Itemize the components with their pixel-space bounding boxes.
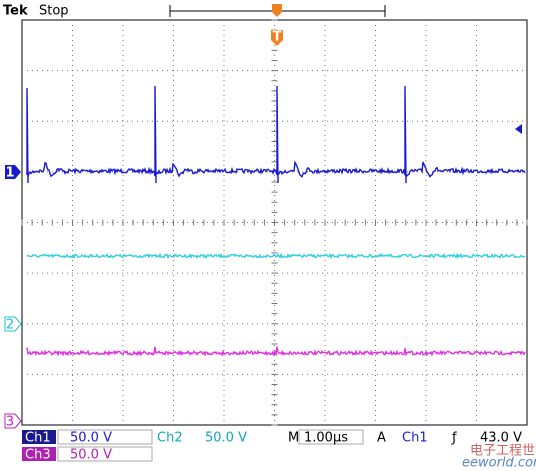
ch2-marker: 2 <box>4 316 22 333</box>
timebase-label: M <box>288 431 299 446</box>
ch3-scale: 50.0 V <box>70 448 112 463</box>
watermark-url: eeworld.com.cn <box>462 456 536 471</box>
record-bar <box>169 4 386 17</box>
trigger-slope: ƒ <box>451 431 457 446</box>
trigger-level: 43.0 V <box>480 431 522 446</box>
ch3-scale-box <box>57 446 153 462</box>
ch3-label: Ch3 <box>25 448 51 463</box>
ch1-marker: 1 <box>5 165 21 181</box>
trigger-marker-label: T <box>273 30 282 45</box>
ch2-label: Ch2 <box>157 431 183 446</box>
ch2-marker-label: 2 <box>6 318 14 333</box>
ch2-scale: 50.0 V <box>205 431 247 446</box>
ch3-label-box <box>22 447 56 461</box>
trigger-level-marker <box>515 124 522 134</box>
traces <box>26 85 526 357</box>
trigger-marker: T <box>271 30 283 46</box>
ch3-marker: 3 <box>4 413 22 430</box>
ch2-trace <box>26 252 526 260</box>
watermark-text: 电子工程世界 <box>470 444 536 459</box>
ch1-marker-label: 1 <box>5 166 14 181</box>
ch1-scale: 50.0 V <box>70 431 112 446</box>
ch1-trace <box>26 85 526 184</box>
ch1-label-box <box>22 430 56 444</box>
ch1-label: Ch1 <box>25 431 51 446</box>
brand: Tek <box>3 4 28 19</box>
readout: Ch1 50.0 V Ch2 50.0 V M 1.00µs A Ch1 ƒ 4… <box>22 429 522 463</box>
timebase-value: 1.00µs <box>304 431 348 446</box>
ch3-trace <box>26 346 526 357</box>
timebase-box <box>298 429 364 445</box>
trigger-label: A <box>377 431 386 446</box>
watermark: 电子工程世界 eeworld.com.cn <box>462 444 536 471</box>
ch1-scale-box <box>57 429 153 445</box>
ch3-marker-label: 3 <box>6 415 14 430</box>
trigger-source: Ch1 <box>402 431 428 446</box>
acquisition-status: Stop <box>39 4 69 19</box>
